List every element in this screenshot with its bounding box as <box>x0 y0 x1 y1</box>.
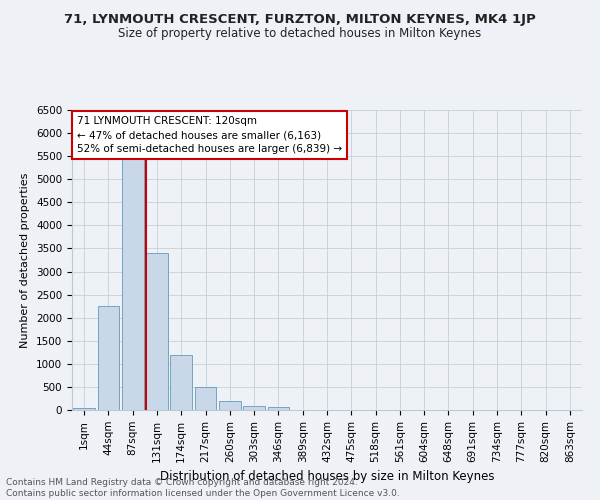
Bar <box>170 354 192 410</box>
X-axis label: Distribution of detached houses by size in Milton Keynes: Distribution of detached houses by size … <box>160 470 494 483</box>
Bar <box>243 406 265 410</box>
Bar <box>146 253 168 410</box>
Text: Size of property relative to detached houses in Milton Keynes: Size of property relative to detached ho… <box>118 28 482 40</box>
Bar <box>73 408 95 410</box>
Text: 71 LYNMOUTH CRESCENT: 120sqm
← 47% of detached houses are smaller (6,163)
52% of: 71 LYNMOUTH CRESCENT: 120sqm ← 47% of de… <box>77 116 342 154</box>
Bar <box>194 387 217 410</box>
Bar <box>122 156 143 410</box>
Bar <box>219 401 241 410</box>
Bar <box>97 306 119 410</box>
Text: Contains HM Land Registry data © Crown copyright and database right 2024.
Contai: Contains HM Land Registry data © Crown c… <box>6 478 400 498</box>
Bar <box>268 407 289 410</box>
Y-axis label: Number of detached properties: Number of detached properties <box>20 172 31 348</box>
Text: 71, LYNMOUTH CRESCENT, FURZTON, MILTON KEYNES, MK4 1JP: 71, LYNMOUTH CRESCENT, FURZTON, MILTON K… <box>64 12 536 26</box>
